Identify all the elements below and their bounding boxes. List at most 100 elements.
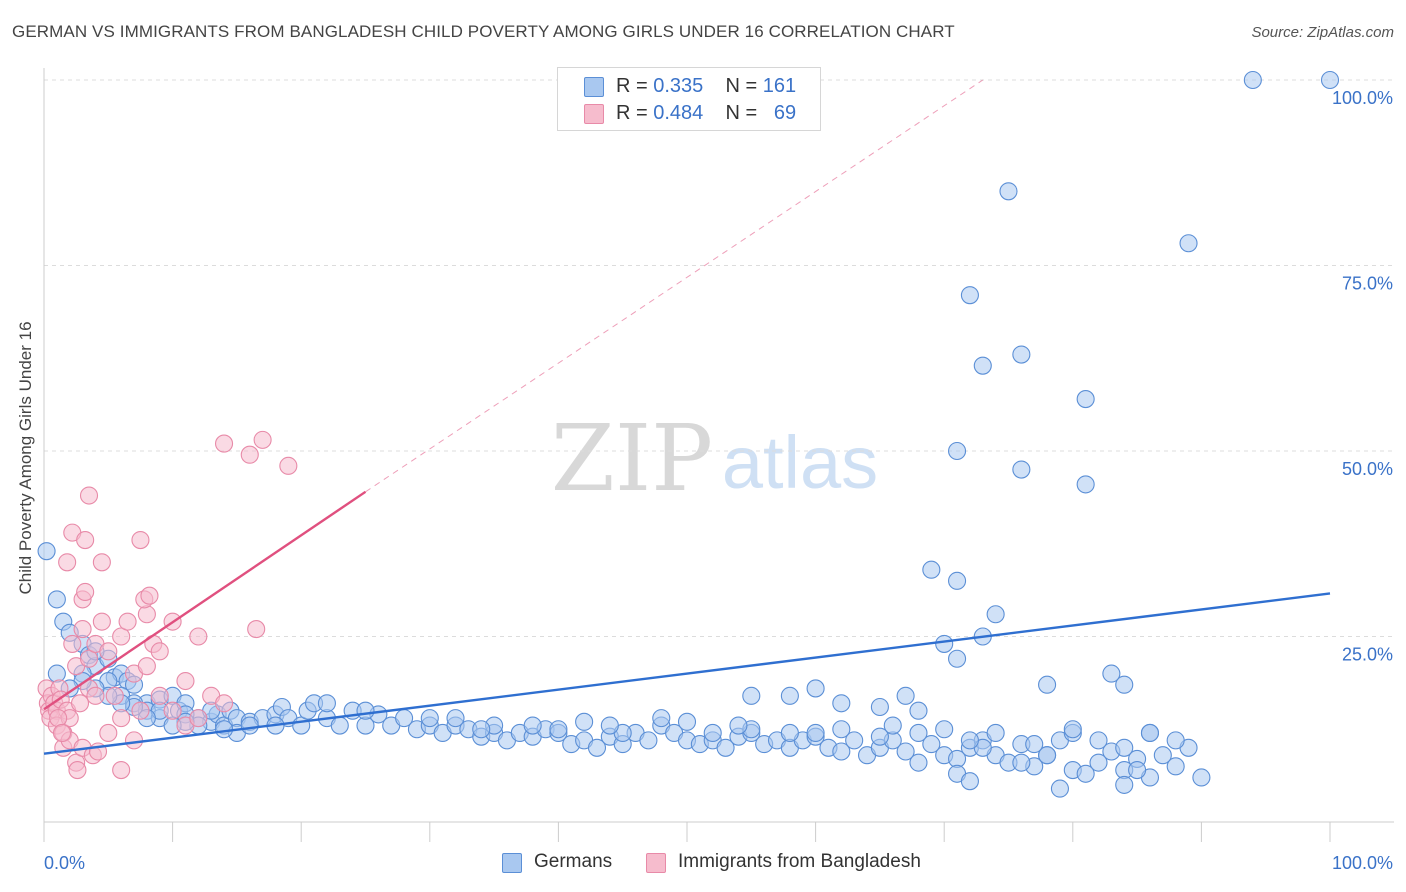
bangladesh-point xyxy=(49,709,68,728)
german-point xyxy=(948,571,967,590)
legend-n-value: 69 xyxy=(773,102,797,124)
german-point xyxy=(896,686,915,705)
german-point xyxy=(37,542,56,561)
bangladesh-point xyxy=(99,642,118,661)
bangladesh-point xyxy=(92,553,111,572)
german-point xyxy=(639,731,658,750)
german-point xyxy=(214,720,234,739)
german-point xyxy=(1063,720,1082,739)
bangladesh-point xyxy=(124,731,144,750)
german-point xyxy=(1038,746,1057,765)
bangladesh-point xyxy=(189,709,208,728)
german-point xyxy=(587,738,607,757)
german-point xyxy=(845,731,864,750)
german-point xyxy=(1115,775,1134,794)
german-point xyxy=(1320,70,1340,90)
bangladesh-point xyxy=(105,686,124,705)
german-point xyxy=(652,709,671,728)
legend-r-value: 0.335 xyxy=(653,75,704,97)
german-point xyxy=(446,709,465,728)
german-point xyxy=(317,694,336,713)
german-point xyxy=(330,716,349,735)
german-point xyxy=(716,738,735,757)
german-point xyxy=(420,709,439,728)
bangladesh-point xyxy=(150,642,169,661)
legend-label-bangladesh: Immigrants from Bangladesh xyxy=(678,851,921,872)
german-point xyxy=(1166,757,1185,776)
german-point xyxy=(729,716,748,735)
german-point xyxy=(1243,70,1262,90)
bangladesh-point xyxy=(189,627,208,646)
german-point xyxy=(909,753,928,772)
german-point xyxy=(922,560,941,579)
bangladesh-point xyxy=(52,723,72,743)
bangladesh-point xyxy=(137,657,156,676)
german-point xyxy=(832,694,851,713)
series-legend: Germans Immigrants from Bangladesh xyxy=(0,851,1406,877)
german-point xyxy=(832,742,851,761)
german-point xyxy=(948,441,967,461)
legend-r-value: 0.484 xyxy=(653,102,704,124)
bangladesh-point xyxy=(214,434,234,453)
bangladesh-point xyxy=(253,430,272,449)
german-point xyxy=(677,712,697,731)
german-point xyxy=(870,697,889,717)
german-point xyxy=(1076,764,1095,783)
german-point xyxy=(1012,460,1031,479)
german-point xyxy=(600,716,619,735)
german-point xyxy=(973,356,992,375)
german-point xyxy=(742,686,761,705)
legend-swatch-germans xyxy=(584,77,604,97)
german-point xyxy=(780,686,799,705)
bangladesh-point xyxy=(79,486,99,505)
german-point xyxy=(1153,746,1172,765)
german-point xyxy=(1115,675,1134,694)
german-point xyxy=(896,742,915,761)
german-point xyxy=(948,649,967,668)
bangladesh-point xyxy=(86,686,105,705)
legend-swatch-germans xyxy=(502,853,522,873)
german-point xyxy=(1089,753,1108,772)
german-point xyxy=(806,723,825,743)
german-point xyxy=(1076,390,1095,409)
german-point xyxy=(1076,475,1095,494)
bangladesh-point xyxy=(112,761,131,780)
german-point xyxy=(883,716,902,735)
german-point xyxy=(1115,738,1134,757)
legend-n-label: N = xyxy=(725,75,763,97)
bangladesh-point xyxy=(70,694,90,713)
x-tick-label: 0.0% xyxy=(44,853,85,873)
y-tick-label: 100.0% xyxy=(1332,88,1393,108)
bangladesh-point xyxy=(112,709,131,728)
german-point xyxy=(935,720,954,739)
bangladesh-point xyxy=(163,701,182,720)
german-point xyxy=(703,723,722,743)
german-point xyxy=(960,731,979,750)
bangladesh-point xyxy=(279,456,298,475)
german-point xyxy=(960,286,979,305)
bangladesh-trend-extension xyxy=(365,79,984,493)
german-point xyxy=(356,701,375,720)
bangladesh-point xyxy=(118,612,137,631)
german-point xyxy=(922,735,941,754)
chart-title: GERMAN VS IMMIGRANTS FROM BANGLADESH CHI… xyxy=(12,22,955,41)
german-point xyxy=(986,605,1005,624)
german-point xyxy=(523,716,542,735)
watermark-atlas: atlas xyxy=(722,421,878,504)
german-point xyxy=(935,634,954,653)
bangladesh-point xyxy=(76,582,95,602)
german-point xyxy=(1025,735,1044,754)
legend-label-germans: Germans xyxy=(534,851,613,872)
bangladesh-point xyxy=(214,694,234,713)
german-point xyxy=(472,720,491,739)
german-trend-line xyxy=(43,592,1331,755)
legend-r-label: R = xyxy=(616,75,654,97)
german-point xyxy=(1192,768,1211,787)
german-point xyxy=(575,712,594,731)
legend-r-label: R = xyxy=(616,102,654,124)
german-point xyxy=(47,590,66,609)
legend-n-label: N = xyxy=(725,102,763,124)
german-point xyxy=(1102,664,1121,683)
german-point xyxy=(1166,731,1185,750)
